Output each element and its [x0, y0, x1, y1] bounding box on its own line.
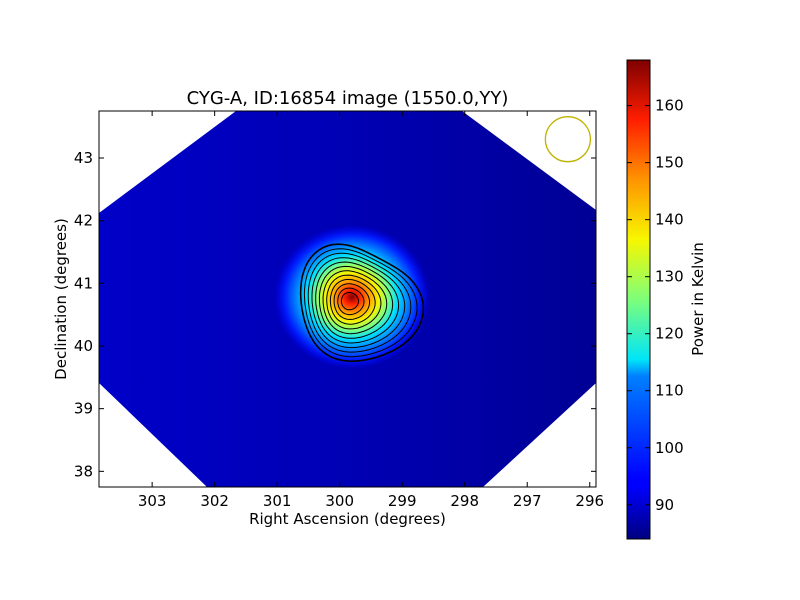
- colorbar-tick-label: 90: [655, 496, 674, 514]
- colorbar-tick-label: 150: [655, 154, 684, 172]
- contour-line: [299, 243, 425, 363]
- contour-line: [337, 287, 365, 316]
- contour-lines: [299, 243, 425, 363]
- colorbar-tick-label: 100: [655, 439, 684, 457]
- x-tick-label: 301: [263, 492, 292, 510]
- contour-line: [333, 283, 370, 320]
- colorbar-label: Power in Kelvin: [689, 242, 707, 356]
- colorbar-ticks: 90 100 110 120 130 140 150 160: [627, 97, 684, 514]
- x-tick-label: 296: [575, 492, 604, 510]
- colorbar-gradient: [626, 59, 651, 540]
- x-tick-label: 298: [450, 492, 479, 510]
- chart-title: CYG-A, ID:16854 image (1550.0,YY): [187, 88, 509, 109]
- contour-line: [311, 257, 406, 349]
- axes-frame: [98, 110, 597, 488]
- colorbar-tick-label: 160: [655, 97, 684, 115]
- contour-line: [322, 270, 388, 335]
- contour-line: [329, 279, 376, 325]
- y-tick-label: 39: [74, 400, 93, 418]
- contour-line: [340, 292, 360, 311]
- contour-line: [326, 274, 382, 330]
- x-axis-label: Right Ascension (degrees): [249, 510, 446, 528]
- x-tick-label: 302: [200, 492, 229, 510]
- colorbar-tick-label: 110: [655, 382, 684, 400]
- colorbar: 90 100 110 120 130 140 150 160 Power in Kelvin: [626, 59, 707, 540]
- x-tick-label: 300: [325, 492, 354, 510]
- x-tick-label: 297: [513, 492, 542, 510]
- contour-line: [307, 252, 412, 353]
- y-tick-label: 42: [74, 212, 93, 230]
- contour-line: [315, 261, 400, 344]
- plot-area: [99, 111, 596, 487]
- colorbar-tick-label: 130: [655, 268, 684, 286]
- y-axis-label: Declination (degrees): [52, 218, 70, 380]
- y-tick-label: 41: [74, 274, 93, 292]
- y-axis: 38 39 40 41 42 43: [74, 149, 596, 480]
- x-tick-label: 303: [138, 492, 167, 510]
- x-axis: 303 302 301 300 299 298 297 296: [138, 111, 604, 510]
- beam-marker: [544, 116, 592, 163]
- colorbar-tick-label: 140: [655, 211, 684, 229]
- y-tick-label: 43: [74, 149, 93, 167]
- colorbar-tick-label: 120: [655, 325, 684, 343]
- contour-line: [303, 248, 418, 358]
- x-tick-label: 299: [388, 492, 417, 510]
- y-tick-label: 40: [74, 337, 93, 355]
- y-tick-label: 38: [74, 462, 93, 480]
- contour-line: [318, 265, 394, 339]
